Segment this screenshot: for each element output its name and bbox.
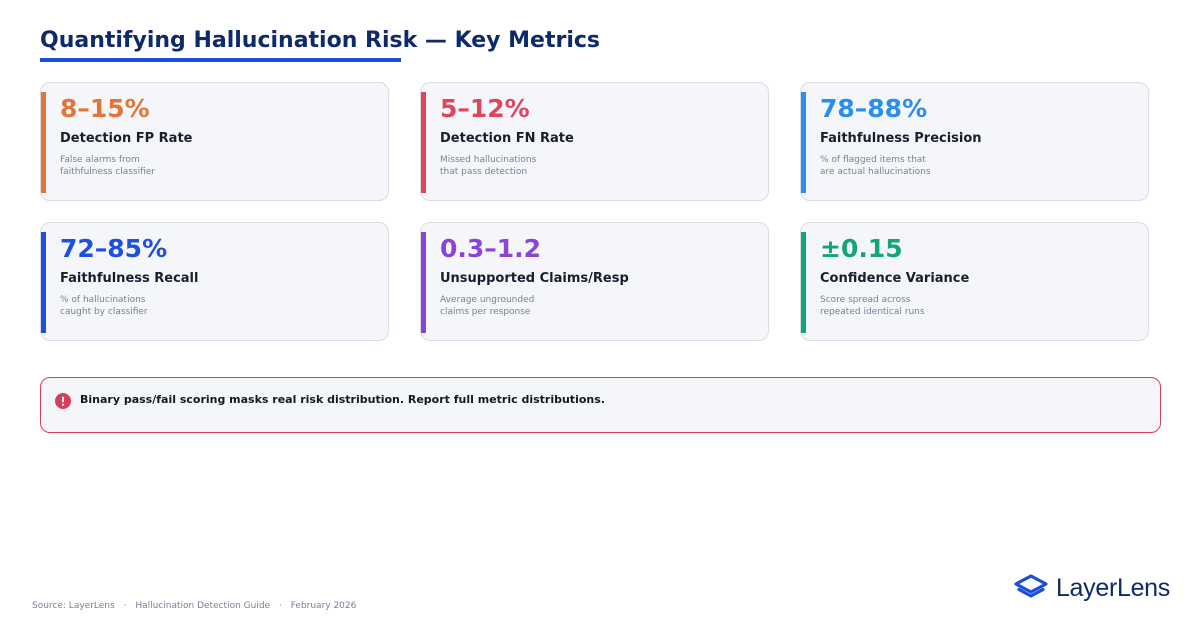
- footer-guide: Hallucination Detection Guide: [135, 601, 271, 611]
- metric-card-detection-fn-rate: 5–12% Detection FN Rate Missed hallucina…: [420, 82, 769, 201]
- metric-description: False alarms from faithfulness classifie…: [60, 154, 280, 178]
- metric-value: 0.3–1.2: [440, 234, 542, 263]
- metric-value: 78–88%: [820, 94, 928, 123]
- metric-description: % of hallucinations caught by classifier: [60, 294, 280, 318]
- card-accent-bar: [41, 232, 46, 333]
- metric-description-line: repeated identical runs: [820, 307, 925, 317]
- metric-label: Unsupported Claims/Resp: [440, 271, 629, 286]
- metric-label: Detection FP Rate: [60, 131, 193, 146]
- card-accent-bar: [801, 92, 806, 193]
- callout-message: Binary pass/fail scoring masks real risk…: [80, 393, 605, 406]
- footer-separator: ·: [123, 601, 127, 611]
- brand-logo: LayerLens: [1014, 572, 1170, 604]
- footer-source-line: Source: LayerLens · Hallucination Detect…: [32, 601, 356, 611]
- footer-date: February 2026: [290, 601, 357, 611]
- metric-description: Missed hallucinations that pass detectio…: [440, 154, 660, 178]
- metric-description-line: Missed hallucinations: [440, 155, 537, 165]
- metric-value: ±0.15: [820, 234, 903, 263]
- alert-icon: [55, 393, 71, 409]
- metric-card-faithfulness-precision: 78–88% Faithfulness Precision % of flagg…: [800, 82, 1149, 201]
- metric-card-faithfulness-recall: 72–85% Faithfulness Recall % of hallucin…: [40, 222, 389, 341]
- metric-description-line: that pass detection: [440, 167, 528, 177]
- metric-description-line: faithfulness classifier: [60, 167, 156, 177]
- metric-card-unsupported-claims: 0.3–1.2 Unsupported Claims/Resp Average …: [420, 222, 769, 341]
- metric-description-line: % of hallucinations: [60, 295, 146, 305]
- metric-description-line: Score spread across: [820, 295, 911, 305]
- metric-description: Average ungrounded claims per response: [440, 294, 660, 318]
- metric-value: 72–85%: [60, 234, 168, 263]
- metric-value: 8–15%: [60, 94, 150, 123]
- card-accent-bar: [801, 232, 806, 333]
- metric-description-line: % of flagged items that: [820, 155, 926, 165]
- metric-description: Score spread across repeated identical r…: [820, 294, 1040, 318]
- metric-label: Faithfulness Precision: [820, 131, 982, 146]
- card-accent-bar: [421, 232, 426, 333]
- metric-description-line: Average ungrounded: [440, 295, 535, 305]
- metric-label: Faithfulness Recall: [60, 271, 199, 286]
- metric-card-detection-fp-rate: 8–15% Detection FP Rate False alarms fro…: [40, 82, 389, 201]
- warning-callout: Binary pass/fail scoring masks real risk…: [40, 377, 1161, 433]
- title-underline: [40, 58, 401, 62]
- brand-name: LayerLens: [1055, 573, 1170, 602]
- metric-label: Confidence Variance: [820, 271, 970, 286]
- layers-logo-icon: [1014, 574, 1048, 598]
- metric-description: % of flagged items that are actual hallu…: [820, 154, 1040, 178]
- metric-card-confidence-variance: ±0.15 Confidence Variance Score spread a…: [800, 222, 1149, 341]
- metric-description-line: False alarms from: [60, 155, 140, 165]
- footer-separator: ·: [278, 601, 282, 611]
- metric-value: 5–12%: [440, 94, 530, 123]
- footer-source: Source: LayerLens: [32, 601, 115, 611]
- card-accent-bar: [41, 92, 46, 193]
- metric-description-line: are actual hallucinations: [820, 167, 931, 177]
- page-title: Quantifying Hallucination Risk — Key Met…: [40, 28, 601, 53]
- metric-description-line: caught by classifier: [60, 307, 148, 317]
- metric-description-line: claims per response: [440, 307, 531, 317]
- card-accent-bar: [421, 92, 426, 193]
- metric-label: Detection FN Rate: [440, 131, 574, 146]
